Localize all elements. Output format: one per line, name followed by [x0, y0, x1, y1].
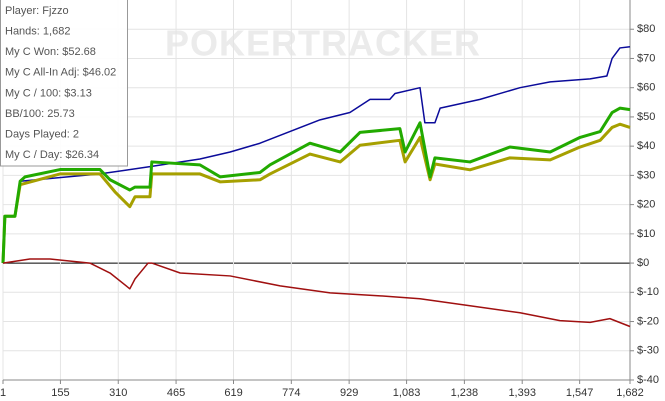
y-tick-label: $10 [637, 228, 655, 240]
x-tick-label: 1,682 [616, 387, 644, 399]
info-line: Hands: 1,682 [5, 26, 70, 38]
y-tick-label: $20 [637, 199, 655, 211]
y-tick-label: $-40 [637, 374, 659, 386]
info-line: Player: Fjzzo [5, 5, 69, 17]
x-tick-label: 774 [282, 387, 300, 399]
x-tick-label: 1,083 [393, 387, 421, 399]
series-line [1, 106, 631, 264]
info-line: My C Won: $52.68 [5, 46, 96, 58]
y-tick-label: $70 [637, 52, 655, 64]
x-tick-label: 310 [109, 387, 127, 399]
series-line [2, 258, 631, 328]
series-line [2, 46, 631, 264]
x-tick-label: 1,238 [451, 387, 479, 399]
info-box: Player: Fjzzo Hands: 1,682 My C Won: $52.6… [0, 0, 128, 167]
y-tick-label: $30 [637, 169, 655, 181]
y-tick-label: $60 [637, 82, 655, 94]
y-tick-label: $0 [637, 257, 649, 269]
info-line: Days Played: 2 [5, 129, 79, 141]
y-tick-label: $-20 [637, 315, 659, 327]
info-box-bg [0, 0, 128, 167]
x-tick-label: 1 [0, 387, 6, 399]
x-tick-label: 1,547 [566, 387, 594, 399]
x-tick-label: 929 [340, 387, 358, 399]
x-tick-label: 619 [224, 387, 242, 399]
x-tick-label: 1,393 [508, 387, 536, 399]
info-line: BB/100: 25.73 [5, 108, 75, 120]
watermark: POKERTRACKER [165, 23, 481, 64]
y-tick-label: $40 [637, 140, 655, 152]
series-line [1, 122, 631, 264]
y-tick-label: $50 [637, 111, 655, 123]
info-line: My C All-In Adj: $46.02 [5, 67, 116, 79]
x-tick-label: 465 [167, 387, 185, 399]
y-tick-label: $80 [637, 23, 655, 35]
info-line: My C / Day: $26.34 [5, 149, 99, 161]
x-tick-label: 155 [51, 387, 69, 399]
y-tick-label: $-30 [637, 345, 659, 357]
info-line: My C / 100: $3.13 [5, 87, 92, 99]
y-tick-label: $-10 [637, 286, 659, 298]
